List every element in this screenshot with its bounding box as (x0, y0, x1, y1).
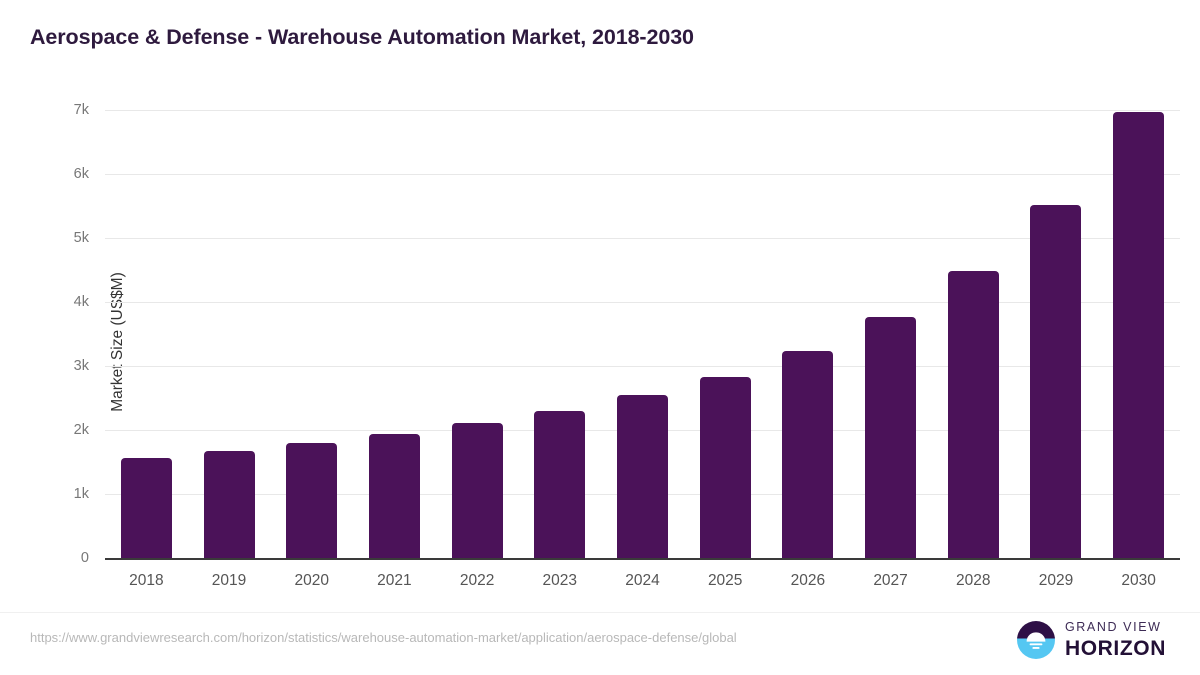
x-axis-tick-label: 2029 (1038, 572, 1074, 589)
source-url-link[interactable]: https://www.grandviewresearch.com/horizo… (30, 630, 737, 645)
bar-series (105, 0, 1180, 675)
gridline (105, 110, 1180, 111)
page-title: Aerospace & Defense - Warehouse Automati… (30, 25, 694, 49)
y-axis-tick-label: 0 (80, 550, 89, 566)
gridline (105, 366, 1180, 367)
bar-2022[interactable] (451, 422, 503, 558)
x-axis-tick-label: 2018 (129, 572, 164, 589)
x-axis-tick-label: 2026 (790, 572, 826, 589)
brand-logo: GRAND VIEW HORIZON (1016, 620, 1166, 660)
y-axis-tick-label: 2k (73, 422, 89, 438)
bar-2020[interactable] (286, 442, 338, 558)
footer-divider (0, 612, 1200, 613)
y-axis-tick-label: 4k (73, 294, 89, 310)
logo-wordmark: GRAND VIEW HORIZON (1065, 621, 1166, 659)
bar-2024[interactable] (617, 394, 668, 558)
x-axis-tick-label: 2024 (625, 572, 660, 589)
bar-2023[interactable] (534, 411, 586, 558)
y-axis-tick-label: 5k (73, 230, 89, 246)
x-axis-tick-label: 2020 (294, 572, 329, 589)
bar-2018[interactable] (120, 458, 172, 558)
bar-2027[interactable] (865, 316, 917, 558)
x-axis-tick-label: 2025 (707, 572, 743, 589)
x-axis-tick-label: 2019 (211, 572, 247, 589)
x-axis-tick-label: 2022 (459, 572, 495, 589)
x-axis-line (105, 558, 1180, 560)
logo-top-text: GRAND VIEW (1064, 620, 1162, 635)
bar-2025[interactable] (699, 376, 751, 558)
bar-2030[interactable] (1113, 111, 1165, 558)
x-axis-tick-label: 2023 (542, 572, 578, 589)
bar-2019[interactable] (203, 451, 255, 558)
x-axis-tick-label: 2027 (873, 572, 908, 589)
grand-view-horizon-logo-icon (1016, 621, 1055, 659)
bar-2021[interactable] (368, 434, 420, 558)
x-axis-tick-label: 2028 (956, 572, 991, 589)
y-axis-tick-label: 6k (73, 166, 89, 182)
bar-2026[interactable] (782, 350, 834, 558)
x-axis-tick-label: 2030 (1121, 572, 1156, 589)
bar-2028[interactable] (947, 270, 999, 558)
y-axis-tick-label: 3k (73, 358, 89, 374)
gridline (105, 174, 1180, 175)
gridline (105, 238, 1180, 239)
y-axis-tick-label: 1k (73, 486, 89, 502)
y-axis-tick-label: 7k (73, 102, 89, 118)
x-axis-tick-label: 2021 (377, 572, 412, 589)
bar-2029[interactable] (1030, 205, 1082, 558)
gridline (105, 302, 1180, 303)
logo-bottom-text: HORIZON (1064, 636, 1166, 660)
